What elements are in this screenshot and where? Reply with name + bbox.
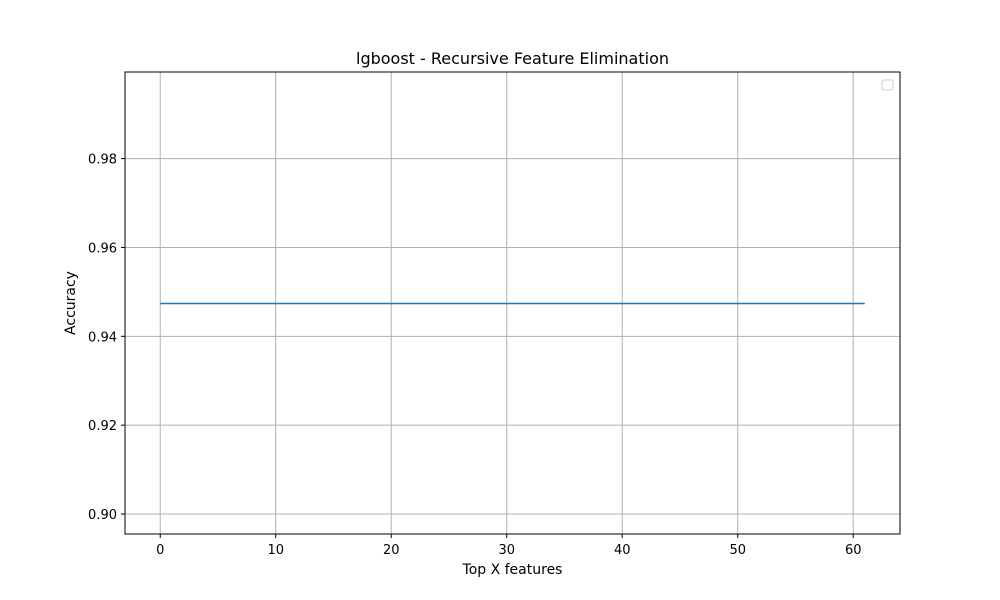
y-axis: 0.90 0.92 0.94 0.96 0.98 xyxy=(88,153,125,523)
y-tick-label: 0.94 xyxy=(88,330,117,345)
legend-box xyxy=(881,79,894,91)
x-tick-label: 60 xyxy=(845,543,862,558)
x-axis-label: Top X features xyxy=(462,562,563,578)
x-axis: 0 10 20 30 40 50 60 xyxy=(156,534,861,558)
plot-area-frame xyxy=(124,71,901,535)
x-tick-label: 50 xyxy=(729,543,746,558)
y-tick-label: 0.92 xyxy=(88,419,117,434)
x-tick-label: 0 xyxy=(156,543,164,558)
x-tick-label: 10 xyxy=(267,543,284,558)
x-tick-label: 20 xyxy=(383,543,400,558)
x-tick-label: 30 xyxy=(498,543,515,558)
y-axis-label: Accuracy xyxy=(63,271,79,335)
y-tick-label: 0.98 xyxy=(88,153,117,168)
y-tick-label: 0.96 xyxy=(88,241,117,256)
y-tick-label: 0.90 xyxy=(88,508,117,523)
chart-title: lgboost - Recursive Feature Elimination xyxy=(356,49,669,68)
x-tick-label: 40 xyxy=(614,543,631,558)
